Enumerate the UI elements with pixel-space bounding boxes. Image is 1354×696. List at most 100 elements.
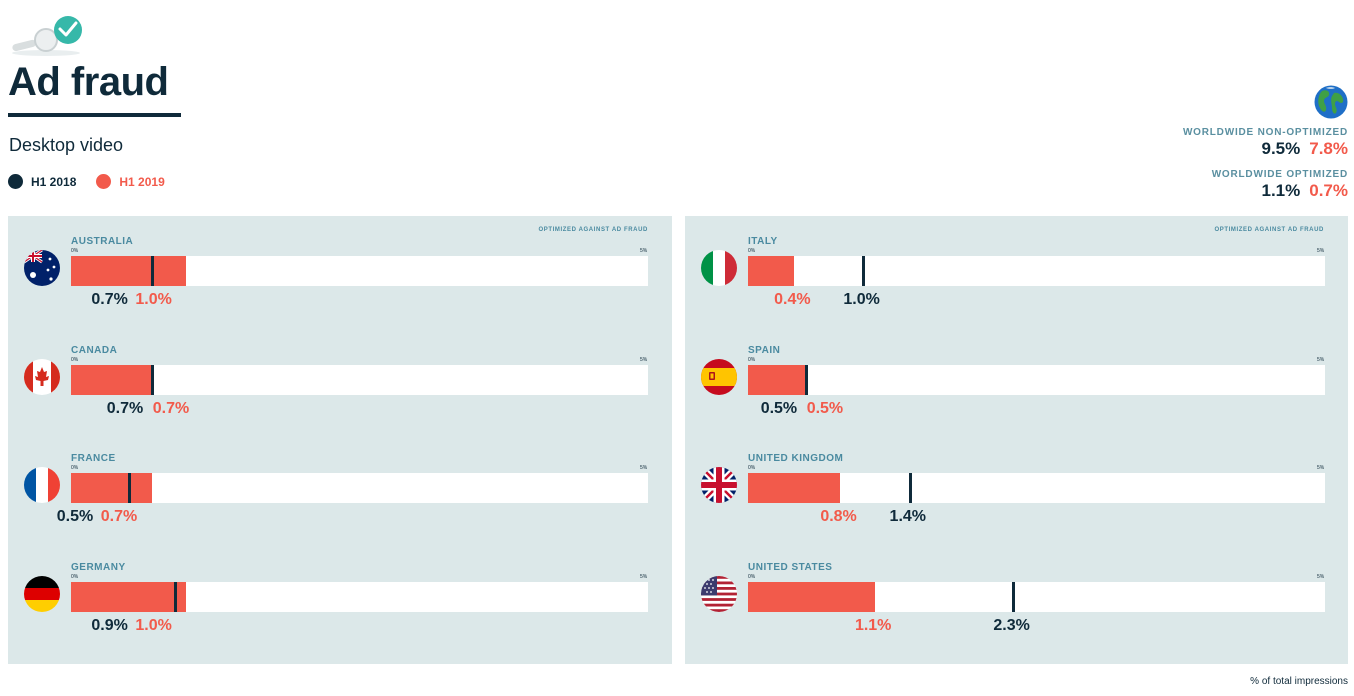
marker-h1-2018 [127, 473, 131, 503]
country-row-united-kingdom: UNITED KINGDOM 0% 5% 1.4% 0.8% [685, 436, 1348, 544]
bar-track [71, 364, 648, 395]
canada-flag-icon [24, 358, 60, 395]
tick-label-min: 0% [71, 465, 79, 471]
country-label: FRANCE [71, 453, 116, 464]
country-label: SPAIN [748, 344, 781, 356]
panel-note: OPTIMIZED AGAINST AD FRAUD [538, 227, 648, 233]
page-title: Ad fraud [8, 60, 169, 104]
value-label-h1-2018: 0.7% [91, 291, 128, 308]
legend-label-h1-2019: H1 2019 [119, 174, 165, 189]
worldwide-non-optimized-label: WORLDWIDE NON-OPTIMIZED [1182, 127, 1348, 138]
legend-dot-h1-2018 [8, 174, 23, 189]
australia-flag-icon [24, 250, 60, 286]
legend-item-h1-2019: H1 2019 [96, 174, 165, 189]
uk-flag-icon [701, 467, 737, 503]
value-label-h1-2019: 0.7% [100, 508, 138, 525]
value-label-h1-2019: 1.0% [135, 291, 172, 308]
marker-h1-2018 [804, 364, 808, 395]
title-underline [8, 113, 181, 117]
marker-h1-2018 [150, 364, 154, 395]
value-label-h1-2018: 0.5% [760, 399, 798, 417]
tick-label-max: 5% [640, 248, 648, 254]
italy-flag-icon [701, 250, 737, 286]
tick-label-max: 5% [1317, 356, 1325, 363]
marker-h1-2018 [908, 473, 912, 503]
value-label-h1-2018: 0.5% [56, 508, 94, 525]
tick-label-min: 0% [748, 465, 756, 471]
tick-label-min: 0% [748, 356, 756, 363]
bar-h1-2019 [71, 256, 187, 286]
france-flag-icon [24, 467, 60, 503]
value-label-h1-2019: 0.5% [806, 399, 844, 417]
value-label-h1-2019: 1.1% [854, 616, 892, 634]
bar-h1-2019 [748, 581, 875, 612]
country-row-canada: CANADA 0% 5% 0.7% 0.7% [8, 328, 672, 436]
worldwide-non-optimized-2018: 9.5% [1261, 139, 1301, 158]
tick-label-min: 0% [71, 573, 79, 580]
bar-h1-2019 [748, 364, 806, 395]
tick-label-max: 5% [1317, 465, 1325, 471]
bar-track [748, 581, 1325, 612]
country-label: UNITED KINGDOM [748, 453, 844, 464]
legend-label-h1-2018: H1 2018 [31, 174, 77, 189]
bar-h1-2019 [71, 581, 187, 612]
value-label-h1-2018: 2.3% [993, 616, 1030, 634]
worldwide-optimized: WORLDWIDE OPTIMIZED 1.1% 0.7% [1212, 169, 1348, 201]
panel-note: OPTIMIZED AGAINST AD FRAUD [1214, 227, 1324, 233]
tick-label-max: 5% [640, 465, 648, 471]
tick-label-max: 5% [1317, 573, 1325, 580]
us-flag-icon [701, 575, 737, 612]
value-label-h1-2019: 0.7% [152, 399, 190, 417]
bar-track [748, 364, 1325, 395]
globe-icon [1314, 85, 1348, 119]
bar-h1-2019 [71, 364, 152, 395]
worldwide-optimized-2019: 0.7% [1309, 181, 1348, 200]
tick-label-min: 0% [71, 248, 79, 254]
page-subtitle: Desktop video [9, 135, 124, 155]
bar-track [71, 473, 648, 503]
country-row-germany: GERMANY 0% 5% 0.9% 1.0% [8, 545, 672, 653]
worldwide-non-optimized: WORLDWIDE NON-OPTIMIZED 9.5% 7.8% [1183, 127, 1348, 159]
value-label-h1-2019: 0.4% [774, 291, 811, 308]
legend: H1 2018 H1 2019 [8, 174, 185, 189]
tick-label-min: 0% [748, 573, 756, 580]
tick-label-min: 0% [71, 356, 79, 363]
marker-h1-2018 [173, 581, 177, 612]
magnifier-check-icon [12, 16, 82, 56]
germany-flag-icon [24, 575, 60, 612]
bar-track [71, 256, 648, 286]
footnote: % of total impressions [1250, 676, 1348, 687]
chart-panel-left: OPTIMIZED AGAINST AD FRAUD AUSTRALIA 0% 5%… [8, 216, 672, 664]
country-row-australia: AUSTRALIA 0% 5% 0.7% 1.0% [8, 219, 672, 327]
tick-label-max: 5% [640, 573, 648, 580]
marker-h1-2018 [1012, 581, 1016, 612]
marker-h1-2018 [150, 256, 154, 286]
value-label-h1-2018: 1.4% [889, 508, 927, 525]
value-label-h1-2019: 0.8% [820, 508, 857, 525]
tick-label-max: 5% [640, 356, 648, 363]
value-label-h1-2018: 0.7% [106, 399, 144, 417]
country-label: ITALY [748, 236, 778, 247]
marker-h1-2018 [862, 256, 866, 286]
legend-item-h1-2018: H1 2018 [8, 174, 76, 189]
worldwide-non-optimized-2019: 7.8% [1309, 139, 1348, 158]
worldwide-optimized-label: WORLDWIDE OPTIMIZED [1211, 169, 1348, 180]
bar-track [748, 256, 1325, 286]
country-row-france: FRANCE 0% 5% 0.5% 0.7% [8, 436, 672, 544]
bar-track [748, 473, 1325, 503]
tick-label-max: 5% [1317, 248, 1325, 254]
country-label: UNITED STATES [748, 561, 833, 573]
country-label: GERMANY [71, 561, 126, 573]
bar-h1-2019 [748, 256, 795, 286]
country-label: CANADA [71, 344, 118, 356]
legend-dot-h1-2019 [96, 174, 112, 189]
country-row-spain: SPAIN 0% 5% 0.5% 0.5% [685, 328, 1348, 436]
value-label-h1-2018: 0.9% [91, 616, 128, 634]
value-label-h1-2018: 1.0% [843, 291, 880, 308]
chart-panel-right: OPTIMIZED AGAINST AD FRAUD ITALY 0% 5% 1.0%… [685, 216, 1348, 664]
country-row-italy: ITALY 0% 5% 1.0% 0.4% [685, 219, 1348, 327]
bar-h1-2019 [748, 473, 841, 503]
spain-flag-icon [701, 358, 737, 395]
country-row-united-states: UNITED STATES 0% 5% 2.3% 1.1% [685, 545, 1348, 653]
bar-h1-2019 [71, 473, 152, 503]
